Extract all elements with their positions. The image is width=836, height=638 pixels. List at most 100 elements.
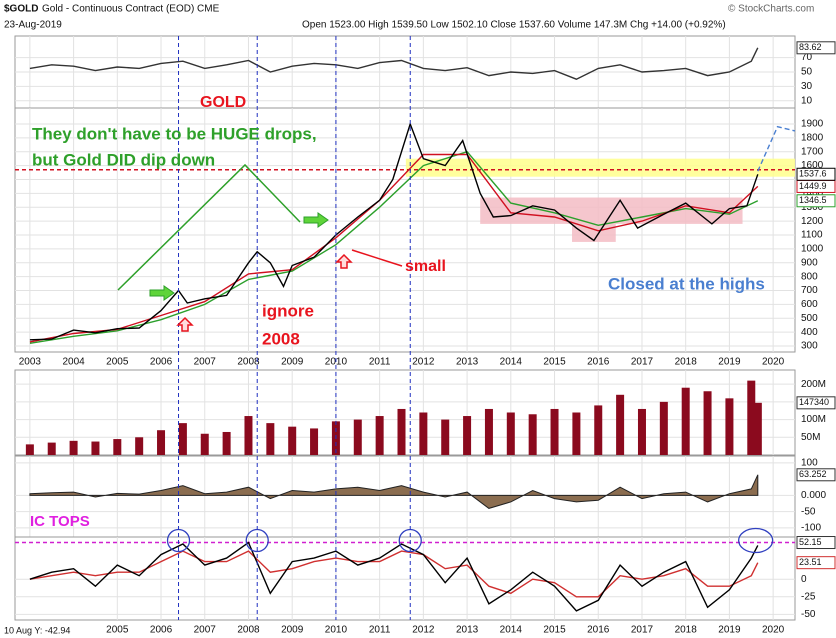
x-tick-label: 2019 (718, 625, 741, 636)
green-arrow (303, 212, 329, 228)
annotation: small (405, 258, 446, 275)
volume-bar (288, 426, 297, 455)
y-tick-label: 1600 (801, 160, 824, 171)
y-tick-label: 500 (801, 313, 818, 324)
y-tick-label: 0.000 (801, 490, 826, 501)
series-line (29, 550, 759, 598)
x-tick-label: 2020 (762, 357, 785, 368)
x-tick-label: 2007 (194, 357, 217, 368)
volume-bar (703, 391, 712, 455)
x-tick-label: 2013 (456, 357, 479, 368)
x-tick-label: 2012 (412, 357, 435, 368)
value-tag-label: 52.15 (799, 537, 822, 547)
volume-bar (637, 408, 646, 455)
pointer-line (351, 249, 403, 267)
annotation: IC TOPS (30, 513, 90, 530)
value-tag (796, 41, 836, 55)
y-tick-label: 800 (801, 271, 818, 282)
quote: Open 1523.00 High 1539.50 Low 1502.10 Cl… (302, 20, 726, 31)
volume-bar (266, 423, 275, 455)
volume-bar (506, 412, 515, 455)
volume-bar (528, 414, 537, 455)
volume-bar (441, 419, 450, 455)
volume-bar (375, 416, 384, 455)
y-tick-label: 50M (801, 432, 820, 443)
x-tick-label: 2008 (237, 357, 260, 368)
annotation: GOLD (200, 94, 246, 111)
instrument-name: Gold - Continuous Contract (EOD) CME (42, 4, 220, 15)
y-tick-label: 100M (801, 414, 826, 425)
y-tick-label: 1400 (801, 188, 824, 199)
zone (405, 158, 795, 177)
x-tick-label: 2003 (19, 357, 42, 368)
value-tag-label: 1346.5 (799, 195, 827, 205)
area (29, 474, 759, 509)
series-line (29, 121, 759, 341)
arrows (117, 163, 403, 332)
y-tick-label: -100 (801, 523, 821, 534)
volume-bar (616, 394, 625, 455)
volume-bar (659, 401, 668, 455)
volume-bar (397, 408, 406, 455)
pointer-line (117, 163, 301, 291)
x-tick-label: 2006 (150, 357, 173, 368)
volume-bar (484, 408, 493, 455)
y-tick-label: 10 (801, 95, 813, 106)
series-line (757, 125, 796, 172)
annotation: but Gold DID dip down (32, 150, 215, 169)
x-tick-label: 2014 (500, 625, 523, 636)
x-tick-label: 2020 (762, 625, 785, 636)
y-tick-label: -25 (801, 591, 816, 602)
value-tag (796, 194, 836, 208)
volume-bar (550, 408, 559, 455)
y-tick-label: 1900 (801, 119, 824, 130)
value-tag-label: 63.252 (799, 469, 827, 479)
x-tick-label: 2016 (587, 625, 610, 636)
panel (14, 107, 796, 353)
series-line (29, 153, 759, 343)
y-tick-label: 1700 (801, 146, 824, 157)
annotation: Closed at the highs (608, 274, 765, 293)
volume-bar (419, 412, 428, 455)
x-tick-label: 2019 (718, 357, 741, 368)
volume-bar (310, 428, 319, 455)
y-tick-label: 200M (801, 379, 826, 390)
volume-bar (681, 387, 690, 455)
x-tick-label: 2004 (62, 357, 85, 368)
value-tag-label: 1449.9 (799, 181, 827, 191)
volume-bar (157, 430, 166, 455)
volume-bar (572, 412, 581, 455)
date: 23-Aug-2019 (4, 20, 62, 31)
series-line (29, 150, 759, 344)
y-tick-label: 50 (801, 67, 813, 78)
x-tick-label: 2009 (281, 625, 304, 636)
volume-bar (753, 402, 762, 455)
volume-bar (200, 433, 209, 455)
volume-bar (725, 398, 734, 455)
x-tick-label: 2013 (456, 625, 479, 636)
volume-bar (47, 442, 56, 455)
top-circle (738, 527, 774, 554)
y-tick-label: 300 (801, 341, 818, 352)
y-tick-label: 1300 (801, 202, 824, 213)
series-line (29, 541, 759, 612)
x-tick-label: 2015 (543, 357, 566, 368)
y-tick-label: 900 (801, 257, 818, 268)
value-tag-label: 147340 (799, 397, 829, 407)
y-tick-label: -50 (801, 506, 816, 517)
x-tick-label: 2008 (237, 625, 260, 636)
y-tick-label: 700 (801, 285, 818, 296)
value-tag (796, 396, 836, 410)
volume-bar (244, 416, 253, 455)
x-tick-label: 2015 (543, 625, 566, 636)
value-tag-label: 1537.6 (799, 169, 827, 179)
x-tick-label: 2010 (325, 625, 348, 636)
y-tick-label: 100 (801, 457, 818, 468)
y-tick-label: 1000 (801, 244, 824, 255)
y-tick-label: 400 (801, 327, 818, 338)
y-tick-label: 600 (801, 299, 818, 310)
volume-bar (594, 405, 603, 455)
y-tick-label: 30 (801, 81, 813, 92)
